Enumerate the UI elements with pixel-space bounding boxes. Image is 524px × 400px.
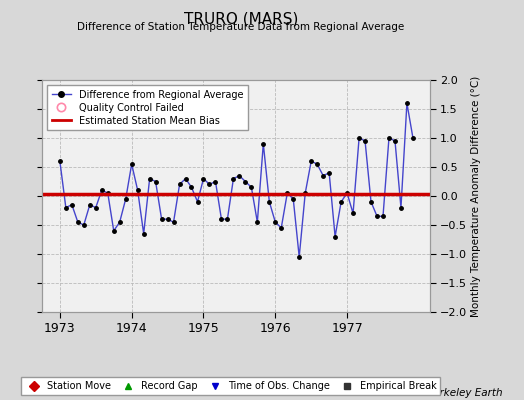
Text: TRURO (MARS): TRURO (MARS) — [184, 12, 298, 27]
Text: Difference of Station Temperature Data from Regional Average: Difference of Station Temperature Data f… — [78, 22, 405, 32]
Y-axis label: Monthly Temperature Anomaly Difference (°C): Monthly Temperature Anomaly Difference (… — [472, 75, 482, 317]
Legend: Station Move, Record Gap, Time of Obs. Change, Empirical Break: Station Move, Record Gap, Time of Obs. C… — [20, 377, 441, 395]
Text: Berkeley Earth: Berkeley Earth — [427, 388, 503, 398]
Legend: Difference from Regional Average, Quality Control Failed, Estimated Station Mean: Difference from Regional Average, Qualit… — [47, 85, 248, 130]
